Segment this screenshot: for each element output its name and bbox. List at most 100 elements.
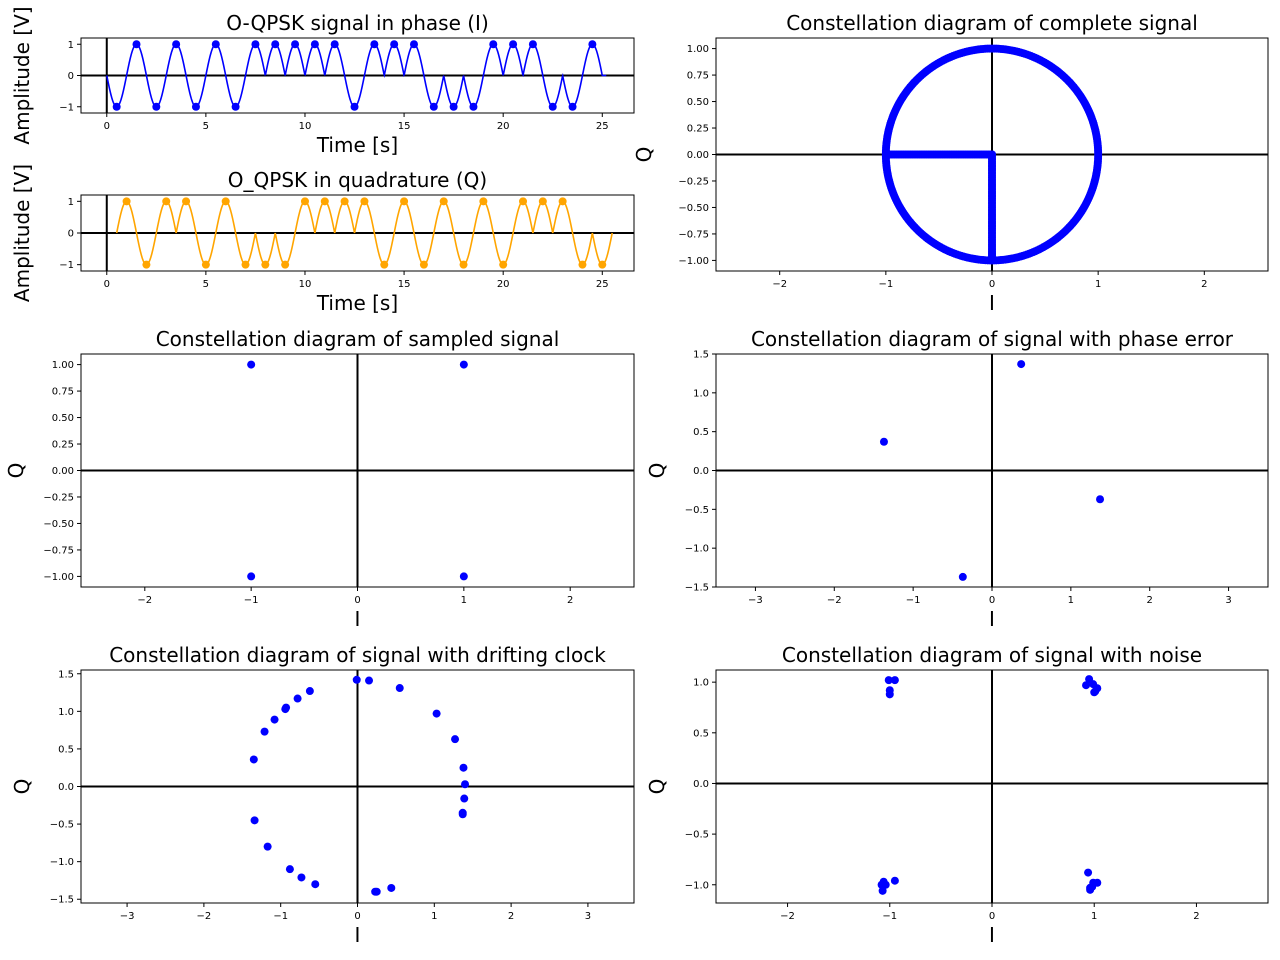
y-tick-label: 1.0 [693,388,709,399]
y-tick-label: −0.25 [43,492,74,503]
y-tick-label: −1.0 [50,857,74,868]
data-point [432,709,441,718]
data-point [311,880,320,889]
x-tick-label: 2 [1147,595,1153,606]
plot-area-phase [716,354,1268,587]
chart-title: Constellation diagram of signal with pha… [751,327,1234,351]
data-point [1084,868,1093,877]
sample-point [172,40,181,49]
y-tick-label: 1 [68,40,74,51]
x-tick-label: 1 [1095,279,1101,290]
x-tick-label: 1 [431,911,437,922]
data-point [270,715,279,724]
data-point [890,876,899,885]
y-tick-label: 1.0 [58,707,74,718]
y-tick-label: 0.25 [687,124,709,135]
data-point [459,360,468,369]
data-point [263,842,272,851]
chart-drift: −3 −2 −1 0 1 2 3 −1.5 −1.0 −0.5 0.0 0.5 1.0 1.5 Conste… [10,643,635,947]
x-tick-label: 2 [1193,911,1199,922]
data-point [1096,495,1105,504]
x-tick-label: 0 [989,279,995,290]
x-tick-label: 3 [585,911,591,922]
data-point [247,360,256,369]
sample-point [152,102,161,111]
x-axis-label: I [989,291,995,315]
y-tick-label: 0.75 [687,71,709,82]
x-tick-label: −1 [273,911,288,922]
x-tick-label: 25 [596,121,609,132]
y-tick-label: 0.75 [52,387,74,398]
y-tick-label: −0.75 [678,229,709,240]
sample-point [191,102,200,111]
sample-point [588,40,597,49]
sample-point [528,40,537,49]
y-tick-label: −1 [59,260,74,271]
plot-area-noise [716,670,1268,903]
data-point [293,694,302,703]
y-tick-label: −0.5 [50,820,74,831]
data-point [461,780,470,789]
sample-point [142,260,151,269]
data-point [958,572,967,581]
data-point [395,684,404,693]
data-point [371,887,380,896]
data-point [1082,681,1091,690]
chart-title: O_QPSK in quadrature (Q) [228,168,487,192]
x-tick-label: 20 [497,279,510,290]
data-point [1088,882,1097,891]
x-tick-label: −3 [120,911,135,922]
x-tick-label: −2 [137,595,152,606]
x-tick-label: 0 [989,911,995,922]
x-tick-label: 1 [1068,595,1074,606]
sample-point [390,40,399,49]
y-tick-label: −1.0 [685,544,709,555]
sample-point [380,260,389,269]
y-tick-label: 0 [68,229,74,240]
data-point [451,735,460,744]
plot-area-q [81,195,634,271]
y-tick-label: −1.00 [43,572,74,583]
x-tick-label: −1 [882,911,897,922]
sample-point [291,40,300,49]
y-axis-label: Amplitude [V] [10,164,34,302]
x-axis-label: I [989,607,995,631]
data-point [1090,688,1099,697]
sample-point [459,260,468,269]
sample-point [538,197,547,206]
x-tick-label: 2 [567,595,573,606]
chart-complete: −2 −1 0 1 2 −1.00 −0.75 −0.50 −0.25 0.00 0.25 0.50 0… [632,11,1269,315]
data-point [460,794,469,803]
x-tick-label: 0 [104,279,110,290]
y-tick-label: 1 [68,197,74,208]
y-tick-label: 0.5 [693,728,709,739]
sample-point [281,260,290,269]
chart-title: Constellation diagram of sampled signal [156,327,560,351]
sample-point [221,197,230,206]
x-tick-label: −2 [780,911,795,922]
chart-phase: −3 −2 −1 0 1 2 3 −1.5 −1.0 −0.5 0.0 0.5 1.0 1.5 Conste… [645,327,1269,631]
sample-point [568,102,577,111]
y-tick-label: −0.25 [678,176,709,187]
sample-point [340,197,349,206]
x-tick-label: 5 [203,279,209,290]
plot-area-i [81,38,634,113]
x-tick-label: 15 [398,279,411,290]
data-point [249,755,258,764]
x-tick-label: 10 [299,121,312,132]
sample-point [251,40,260,49]
y-tick-label: 1.0 [693,678,709,689]
data-point [459,763,468,772]
sample-point [211,40,220,49]
x-tick-label: 10 [299,279,312,290]
sample-point [419,260,428,269]
sample-point [449,102,458,111]
chart-title: Constellation diagram of complete signal [786,11,1198,35]
data-point [881,880,890,889]
y-axis-label: Q [645,779,669,795]
sample-point [409,40,418,49]
x-tick-label: 1 [461,595,467,606]
data-point [878,886,887,895]
x-tick-label: −1 [878,279,893,290]
